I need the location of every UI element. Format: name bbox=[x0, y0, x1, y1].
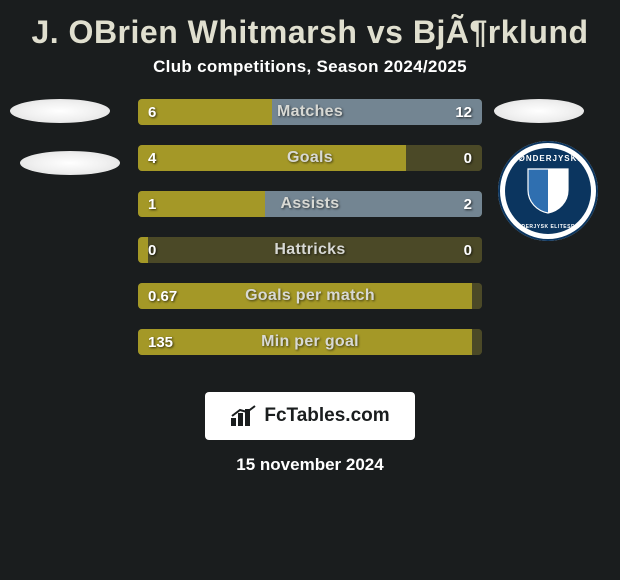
stat-bar-right bbox=[406, 145, 482, 171]
shield-right-half bbox=[548, 169, 568, 213]
player-left-photo-2 bbox=[20, 151, 120, 175]
stat-bar-left bbox=[138, 283, 472, 309]
page-title: J. OBrien Whitmarsh vs BjÃ¶rklund bbox=[0, 0, 620, 57]
player-right-photo bbox=[494, 99, 584, 123]
stat-row: Min per goal135 bbox=[138, 329, 482, 355]
stats-chart: Matches612 Goals40 Assists12 Hattricks00 Goa… bbox=[138, 99, 482, 355]
club-badge-shield-icon bbox=[527, 168, 569, 214]
stat-row: Goals40 bbox=[138, 145, 482, 171]
club-badge-inner: SØNDERJYSKE SØNDERJYSK ELITESPORT bbox=[505, 148, 591, 234]
club-badge-bottom-text: SØNDERJYSK ELITESPORT bbox=[505, 224, 591, 230]
club-badge: SØNDERJYSKE SØNDERJYSK ELITESPORT bbox=[498, 141, 598, 241]
stat-row: Hattricks00 bbox=[138, 237, 482, 263]
stat-bar-left bbox=[138, 99, 272, 125]
brand-tag: FcTables.com bbox=[205, 392, 415, 440]
brand-text: FcTables.com bbox=[264, 405, 389, 427]
brand-chart-icon bbox=[230, 405, 258, 427]
stat-row: Goals per match0.67 bbox=[138, 283, 482, 309]
stat-bar-right bbox=[472, 283, 482, 309]
stat-row: Assists12 bbox=[138, 191, 482, 217]
shield-left-half bbox=[528, 169, 548, 213]
footer-date: 15 november 2024 bbox=[0, 455, 620, 475]
stat-bar-left bbox=[138, 329, 472, 355]
stat-bar-left bbox=[138, 237, 148, 263]
stat-bar-right bbox=[472, 329, 482, 355]
player-left-photo-1 bbox=[10, 99, 110, 123]
subtitle: Club competitions, Season 2024/2025 bbox=[0, 57, 620, 77]
stat-bar-left bbox=[138, 145, 406, 171]
stat-row: Matches612 bbox=[138, 99, 482, 125]
content-area: SØNDERJYSKE SØNDERJYSK ELITESPORT Matche… bbox=[0, 99, 620, 509]
stat-bar-right bbox=[148, 237, 482, 263]
club-badge-top-text: SØNDERJYSKE bbox=[505, 154, 591, 163]
stat-bar-left bbox=[138, 191, 265, 217]
stat-bar-right bbox=[265, 191, 482, 217]
stat-bar-right bbox=[272, 99, 482, 125]
